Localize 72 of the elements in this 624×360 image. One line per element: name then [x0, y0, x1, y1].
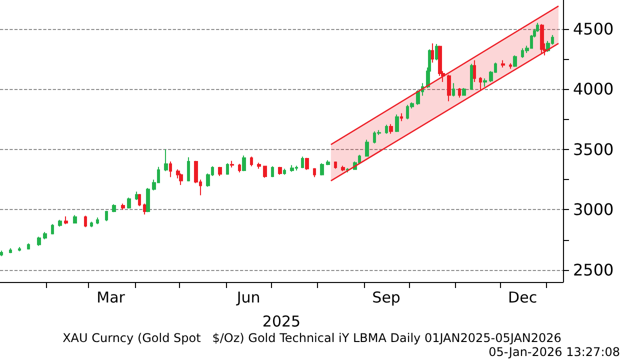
candlestick — [509, 62, 512, 70]
candlestick — [257, 162, 261, 170]
text: XAU Curncy (Gold Spot $/Oz) Gold Technical iY LBMA Daily 01JAN2025-05JAN2026 — [62, 331, 562, 345]
y-tick-label: 4500 — [573, 19, 614, 38]
candlestick — [501, 60, 505, 68]
candlestick — [226, 162, 229, 176]
candlestick — [479, 76, 482, 90]
candlestick — [112, 204, 116, 213]
text: 05-Jan-2026 13:27:08 — [488, 345, 620, 359]
candlestick — [458, 87, 461, 98]
candlestick — [135, 191, 138, 201]
candlestick — [230, 160, 234, 168]
candlestick — [58, 219, 62, 228]
y-tick-label: 3500 — [573, 140, 614, 159]
candlestick — [73, 214, 77, 224]
candlestick — [242, 154, 246, 172]
candlestick — [278, 166, 282, 176]
candlestick — [105, 210, 108, 222]
candlestick — [164, 148, 168, 172]
candlestick — [447, 74, 451, 102]
candlestick — [138, 194, 141, 207]
candlestick — [334, 160, 337, 170]
candlestick — [290, 164, 294, 172]
candlestick — [96, 217, 99, 225]
candlestick — [320, 162, 324, 176]
x-axis-title: 2025 — [262, 312, 301, 330]
candlestick — [326, 160, 330, 166]
candlestick — [218, 166, 222, 176]
y-tick-label: 4000 — [573, 80, 614, 99]
candlestick — [9, 248, 12, 254]
candlestick — [385, 124, 388, 134]
candlestick — [127, 197, 131, 209]
candlestick — [37, 236, 41, 246]
x-tick-label: Jun — [236, 288, 260, 306]
candlestick — [365, 139, 369, 158]
candlestick — [121, 203, 125, 210]
candlestick — [452, 82, 455, 97]
candlestick — [18, 246, 21, 252]
candlestick — [90, 221, 93, 228]
candlestick — [283, 168, 286, 176]
candlestick — [0, 250, 3, 257]
y-tick-label: 3000 — [573, 200, 614, 220]
candlestick — [431, 42, 434, 64]
candlestick — [179, 173, 183, 186]
x-tick-label: Dec — [508, 288, 538, 306]
candlestick — [470, 63, 473, 90]
candlestick — [84, 215, 87, 228]
candlestick — [301, 156, 304, 169]
candlestick — [341, 165, 345, 172]
candlestick — [238, 163, 241, 173]
x-tick-label: Mar — [96, 288, 126, 306]
y-tick-label: 2500 — [573, 260, 614, 280]
candlestick — [462, 87, 466, 96]
candlestick — [64, 216, 68, 225]
x-tick-label: Sep — [372, 288, 400, 306]
candlestick — [271, 166, 274, 178]
candlestick — [146, 188, 150, 213]
candlestick — [389, 124, 393, 134]
candlestick — [43, 231, 47, 240]
candlestick — [473, 60, 476, 82]
candlestick — [305, 157, 309, 170]
candlestick — [51, 224, 54, 235]
candlestick — [187, 156, 190, 182]
candlestick — [395, 114, 399, 132]
candlestick — [483, 78, 487, 88]
candlestick — [250, 156, 253, 167]
candlestick — [27, 242, 30, 250]
candlestick — [313, 168, 316, 178]
candlestick — [400, 112, 403, 122]
candlestick — [513, 54, 517, 68]
candlestick — [263, 165, 267, 178]
candlestick — [169, 160, 172, 178]
